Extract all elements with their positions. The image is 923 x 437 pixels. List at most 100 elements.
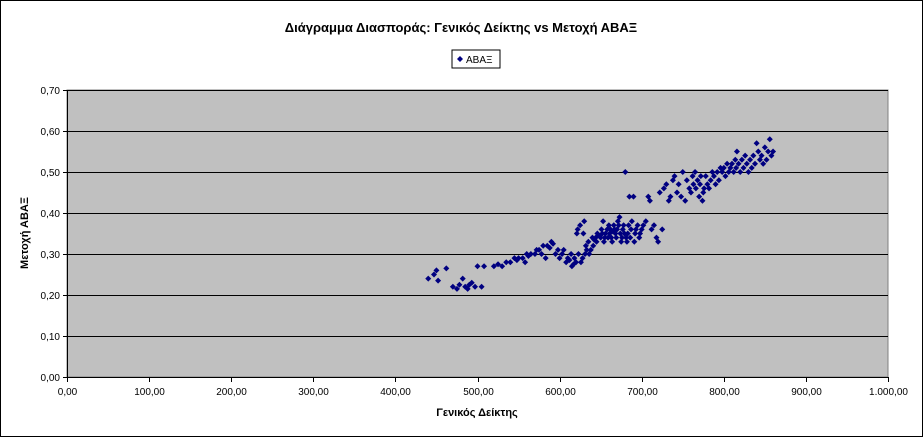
data-point bbox=[627, 234, 634, 241]
data-point bbox=[540, 242, 547, 249]
data-point bbox=[660, 185, 667, 192]
data-point bbox=[495, 261, 502, 268]
data-point bbox=[628, 226, 635, 233]
data-point bbox=[519, 255, 526, 262]
data-point bbox=[507, 259, 514, 266]
x-tick-label: 500,00 bbox=[463, 387, 494, 398]
data-point bbox=[656, 189, 663, 196]
data-point bbox=[702, 173, 709, 180]
y-tick-label: 0,00 bbox=[41, 373, 61, 384]
data-point bbox=[655, 238, 662, 245]
data-point bbox=[618, 234, 625, 241]
y-axis-ticks: 0,00 0,10 0,20 0,30 0,40 0,50 0,60 0,70 bbox=[41, 86, 67, 384]
data-point bbox=[435, 277, 442, 284]
data-point bbox=[694, 177, 701, 184]
data-point bbox=[632, 230, 639, 237]
data-point bbox=[735, 160, 742, 167]
data-point bbox=[573, 259, 580, 266]
data-point bbox=[738, 156, 745, 163]
x-tick-label: 300,00 bbox=[298, 387, 329, 398]
data-point bbox=[613, 234, 620, 241]
data-point bbox=[577, 222, 584, 229]
data-point bbox=[580, 230, 587, 237]
data-point bbox=[600, 238, 607, 245]
data-point bbox=[675, 181, 682, 188]
x-axis-ticks: 0,00 100,00 200,00 300,00 400,00 500,00 600,00… bbox=[58, 377, 908, 398]
data-point bbox=[748, 164, 755, 171]
data-point bbox=[573, 230, 580, 237]
data-point bbox=[737, 169, 744, 175]
data-point bbox=[712, 181, 719, 188]
data-point bbox=[765, 148, 772, 155]
data-point bbox=[556, 255, 563, 262]
data-point bbox=[710, 173, 717, 180]
data-point bbox=[481, 263, 488, 270]
data-point bbox=[538, 251, 545, 257]
y-tick-label: 0,20 bbox=[41, 291, 61, 302]
legend-label: ΑΒΑΞ bbox=[466, 55, 493, 66]
data-point bbox=[593, 238, 600, 245]
data-point bbox=[706, 185, 713, 192]
data-point bbox=[750, 152, 757, 159]
data-point bbox=[443, 265, 450, 272]
x-tick-label: 700,00 bbox=[627, 387, 658, 398]
y-tick-label: 0,40 bbox=[41, 209, 61, 220]
data-point bbox=[663, 181, 670, 188]
data-point bbox=[554, 246, 561, 253]
data-point bbox=[714, 169, 721, 175]
data-point bbox=[566, 257, 573, 264]
data-point bbox=[701, 185, 708, 192]
data-point bbox=[729, 160, 736, 167]
data-point bbox=[758, 152, 765, 159]
data-point bbox=[574, 226, 581, 233]
axes bbox=[67, 90, 888, 378]
data-point bbox=[587, 246, 594, 253]
data-point bbox=[622, 169, 629, 175]
data-point bbox=[733, 148, 740, 155]
data-point bbox=[753, 140, 760, 147]
data-point bbox=[579, 255, 586, 262]
data-point bbox=[682, 197, 689, 204]
data-point bbox=[601, 234, 608, 241]
data-point bbox=[642, 218, 649, 225]
x-tick-label: 800,00 bbox=[709, 387, 740, 398]
y-axis-label: Μετοχή ΑΒΑΞ bbox=[19, 197, 31, 269]
x-axis-label: Γενικός Δείκτης bbox=[436, 407, 518, 419]
data-point bbox=[722, 173, 729, 180]
grid-lines bbox=[67, 90, 888, 337]
data-point bbox=[671, 173, 678, 180]
data-point bbox=[585, 238, 592, 245]
data-point bbox=[674, 189, 681, 196]
data-point bbox=[751, 160, 758, 167]
y-tick-label: 0,70 bbox=[41, 86, 61, 97]
data-point bbox=[542, 255, 549, 262]
data-point bbox=[575, 251, 582, 257]
data-point bbox=[472, 283, 479, 290]
data-point bbox=[724, 160, 731, 167]
data-point bbox=[683, 177, 690, 184]
data-point bbox=[763, 156, 770, 163]
data-point bbox=[625, 222, 632, 229]
data-point bbox=[433, 267, 440, 274]
data-point bbox=[678, 193, 685, 200]
data-point bbox=[425, 275, 432, 282]
data-point bbox=[449, 283, 456, 290]
data-point bbox=[679, 169, 686, 175]
data-point bbox=[648, 226, 655, 233]
data-point bbox=[732, 156, 739, 163]
data-point bbox=[697, 173, 704, 180]
data-point bbox=[707, 177, 714, 184]
data-point bbox=[546, 244, 553, 251]
data-point bbox=[552, 251, 559, 257]
data-point bbox=[634, 222, 641, 229]
data-point bbox=[581, 218, 588, 225]
data-point bbox=[620, 222, 627, 229]
data-point bbox=[623, 238, 630, 245]
data-point bbox=[468, 279, 475, 286]
data-point bbox=[536, 246, 543, 253]
x-tick-label: 400,00 bbox=[380, 387, 411, 398]
data-point bbox=[600, 218, 607, 225]
plot-area bbox=[66, 89, 889, 378]
y-tick-label: 0,60 bbox=[41, 127, 61, 138]
